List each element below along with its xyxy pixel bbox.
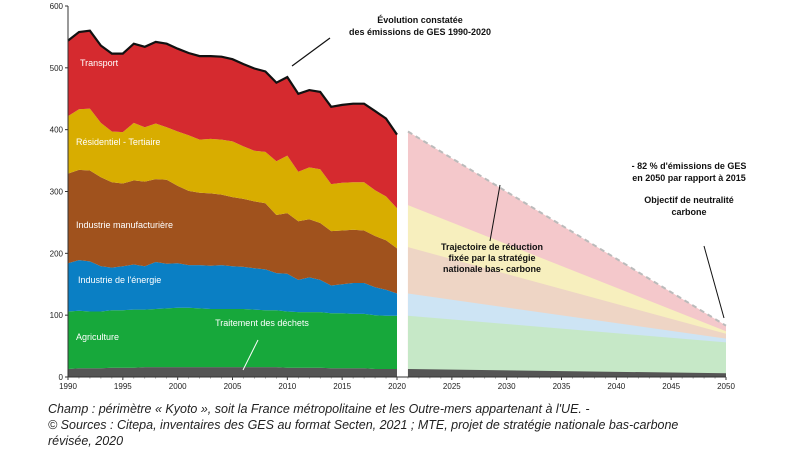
x-tick-label: 2045 <box>662 382 680 391</box>
emissions-chart: 0 100 200 300 400 500 600 1990 1995 2000 2005 2010 2… <box>50 2 747 391</box>
x-tick-label: 2035 <box>553 382 571 391</box>
projection-band-0 <box>407 368 726 377</box>
annotation-trajectoire-3: nationale bas- carbone <box>443 264 541 274</box>
y-tick-label: 400 <box>50 126 64 135</box>
annotation-objectif82-2: en 2050 par rapport à 2015 <box>632 173 746 183</box>
area-series-5 <box>68 30 397 209</box>
label-transport: Transport <box>80 58 119 68</box>
area-series-1 <box>68 307 397 369</box>
label-industrie-manufacturiere: Industrie manufacturière <box>76 220 173 230</box>
trajectoire-pointer <box>489 184 501 242</box>
y-tick-label: 500 <box>50 64 64 73</box>
area-series-3 <box>68 169 397 294</box>
x-tick-label: 2030 <box>498 382 516 391</box>
x-tick-label: 1990 <box>59 382 77 391</box>
area-series-2 <box>68 260 397 316</box>
caption-sources: © Sources : Citepa, inventaires des GES … <box>48 418 679 432</box>
x-tick-label: 2005 <box>224 382 242 391</box>
annotation-objectif82-1: - 82 % d'émissions de GES <box>632 161 747 171</box>
stacked-areas <box>67 29 398 377</box>
annotation-evolution-1: Évolution constatée <box>377 15 463 25</box>
x-tick-label: 2020 <box>388 382 406 391</box>
evolution-pointer <box>291 37 331 67</box>
x-tick-label: 2025 <box>443 382 461 391</box>
y-tick-label: 300 <box>50 188 64 197</box>
x-tick-label: 1995 <box>114 382 132 391</box>
annotation-neutralite-1: Objectif de neutralité <box>644 195 734 205</box>
caption-sources-cont: révisée, 2020 <box>48 434 124 448</box>
annotation-trajectoire-2: fixée par la stratégie <box>448 253 535 263</box>
area-series-4 <box>68 108 397 249</box>
neutralite-pointer <box>703 245 725 319</box>
annotation-neutralite-2: carbone <box>671 207 706 217</box>
projection-dashed-line <box>407 130 727 327</box>
annotations: Transport Résidentiel - Tertiaire Industri… <box>76 15 747 371</box>
y-tick-label: 600 <box>50 2 64 11</box>
label-agriculture: Agriculture <box>76 332 119 342</box>
label-residentiel-tertiaire: Résidentiel - Tertiaire <box>76 137 160 147</box>
caption-scope: Champ : périmètre « Kyoto », soit la Fra… <box>48 402 590 416</box>
x-tick-label: 2040 <box>607 382 625 391</box>
area-series-0 <box>68 367 397 377</box>
projection-band-1 <box>407 315 726 377</box>
dechets-pointer <box>242 339 259 371</box>
annotation-evolution-2: des émissions de GES 1990-2020 <box>349 27 491 37</box>
annotation-trajectoire-1: Trajectoire de réduction <box>441 242 543 252</box>
x-tick-label: 2015 <box>333 382 351 391</box>
x-tick-label: 2050 <box>717 382 735 391</box>
label-industrie-energie: Industrie de l'énergie <box>78 275 161 285</box>
x-tick-label: 2010 <box>278 382 296 391</box>
y-tick-label: 100 <box>50 311 64 320</box>
y-tick-label: 0 <box>59 373 64 382</box>
total-emissions-line <box>67 29 398 136</box>
y-tick-label: 200 <box>50 249 64 258</box>
projection-bands <box>407 130 727 377</box>
label-traitement-dechets: Traitement des déchets <box>215 318 309 328</box>
axes: 0 100 200 300 400 500 600 1990 1995 2000 2005 2010 2… <box>50 2 736 391</box>
x-tick-label: 2000 <box>169 382 187 391</box>
